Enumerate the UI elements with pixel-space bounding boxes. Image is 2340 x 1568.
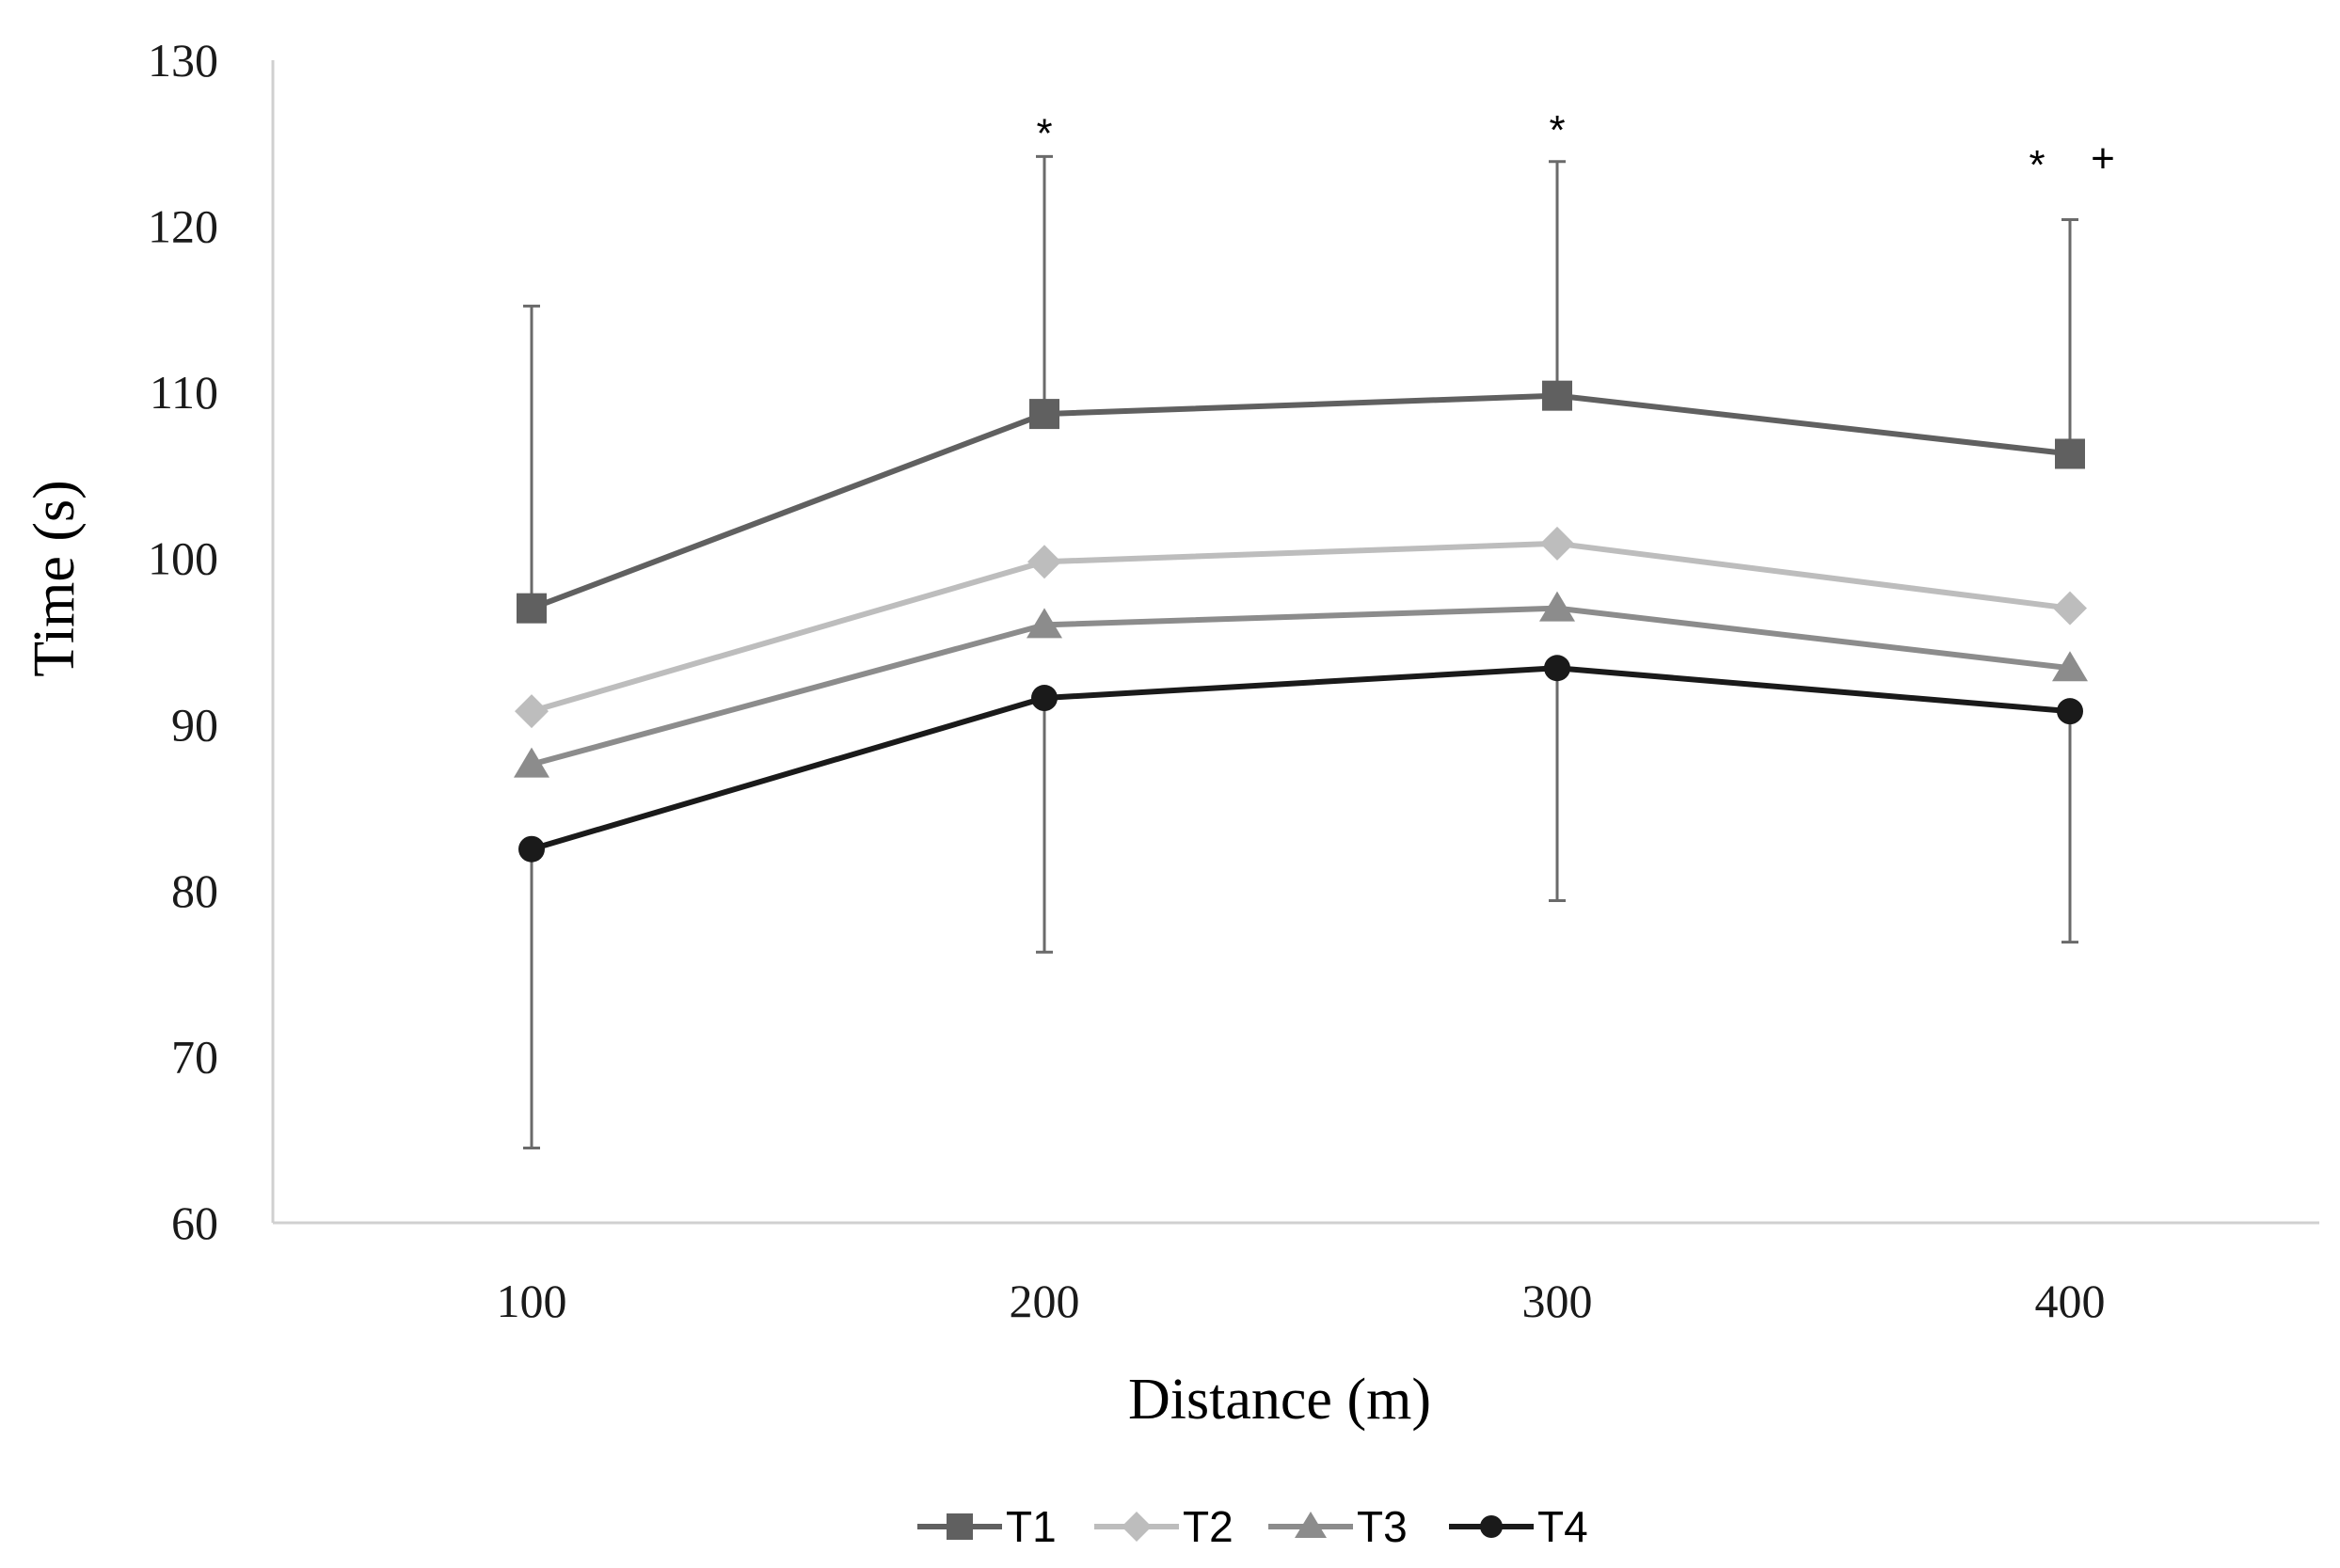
data-point-t3 [1027,608,1062,639]
data-point-t2 [1540,526,1574,561]
y-tick-label: 120 [148,200,218,253]
y-tick-label: 110 [150,366,218,419]
data-point-t4 [1031,685,1058,712]
series-group [514,380,2088,863]
data-point-t1 [1029,399,1059,430]
legend-label-t4: T4 [1537,1502,1588,1551]
y-tick-label: 100 [148,532,218,585]
data-point-t4 [1544,655,1570,682]
significance-mark: * [2029,142,2045,188]
x-axis-title: Distance (m) [1128,1368,1431,1432]
series-line-t1 [530,392,2071,611]
data-point-t2 [2053,591,2087,626]
series-line-t2 [531,540,2071,715]
data-point-t1 [2055,438,2085,469]
data-point-t3 [514,747,549,778]
significance-annotations: * * * + [1036,107,2114,188]
x-tick-label: 400 [2035,1275,2106,1327]
y-tick-label: 130 [148,34,218,87]
y-tick-label: 60 [171,1196,218,1249]
data-point-t3 [2052,651,2088,682]
data-point-t4 [2057,698,2083,725]
y-axis-title: Time (s) [23,480,87,677]
data-point-t2 [1027,545,1061,579]
significance-mark: + [2091,135,2115,182]
axes: 60 70 80 90 100 110 120 130 100 200 300 400 [148,34,2319,1327]
y-tick-label: 80 [171,864,218,917]
y-tick-label: 90 [171,698,218,751]
significance-mark: * [1036,110,1052,156]
legend-marker-t3 [1295,1512,1327,1538]
legend-marker-t1 [947,1513,973,1540]
data-point-t1 [1542,380,1572,411]
data-point-t1 [517,593,547,624]
series-line-t4 [531,665,2071,852]
error-bars [523,154,2078,1150]
x-tick-label: 100 [497,1275,567,1327]
x-tick-label: 300 [1522,1275,1593,1327]
y-tick-label: 70 [171,1030,218,1083]
legend: T1 T2 T3 T4 [917,1502,1588,1551]
legend-label-t2: T2 [1183,1502,1234,1551]
legend-label-t1: T1 [1006,1502,1057,1551]
data-point-t2 [515,694,549,729]
data-point-t4 [518,835,545,863]
data-point-t3 [1539,591,1575,622]
x-tick-label: 200 [1010,1275,1080,1327]
legend-marker-t4 [1480,1515,1503,1538]
legend-marker-t2 [1122,1512,1152,1542]
significance-mark: * [1549,107,1565,153]
legend-label-t3: T3 [1357,1502,1408,1551]
series-line-t3 [531,605,2071,768]
